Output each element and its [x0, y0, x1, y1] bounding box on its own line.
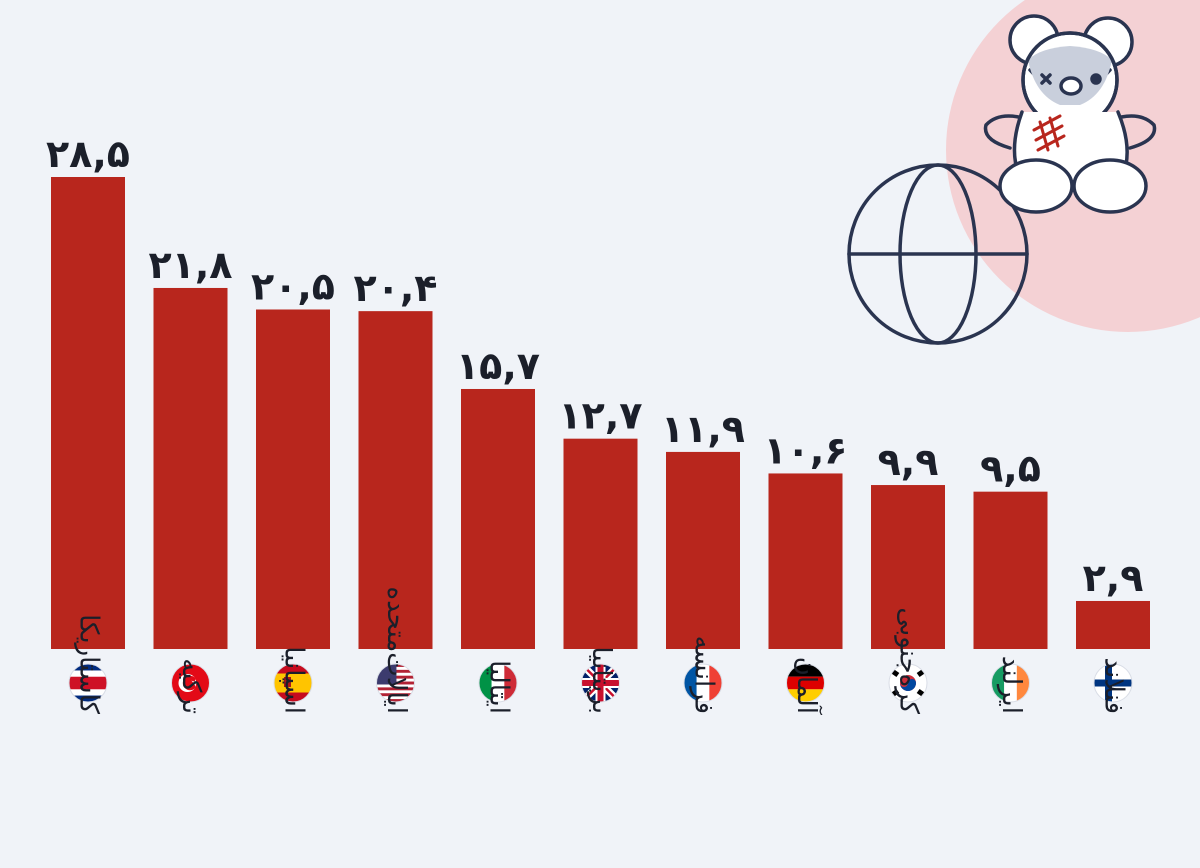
bar-value-label: ۲۰,۴ — [353, 266, 437, 310]
flag-ring — [478, 663, 518, 703]
bar — [666, 451, 740, 649]
flag-ring — [1093, 663, 1133, 703]
country-label: ایرلند — [996, 656, 1026, 714]
bar — [153, 287, 228, 649]
bar — [871, 485, 945, 649]
country-label: بریتانیا — [586, 646, 616, 714]
bar — [563, 438, 638, 649]
flag-ring — [273, 663, 313, 703]
country-label: کره‌جنوبی — [894, 607, 924, 714]
patch-icon — [1032, 114, 1066, 152]
teddy-bear-icon — [983, 14, 1157, 214]
flag-ring — [171, 663, 210, 703]
flag-ring — [581, 663, 620, 703]
country-labels-group: کاستاریکا ترکیه اسپانیا ایالات‌متحده ایتالیا… — [74, 586, 1129, 715]
value-labels-group: ۲۸,۵ ۲۱,۸ ۲۰,۵ ۲۰,۴ ۱۵,۷ ۱۲,۷ ۱۱,۹ ۱۰,۶ ۹,۹ ۹,۵ ۲,… — [46, 132, 1143, 600]
bar-value-label: ۲۰,۵ — [251, 264, 335, 308]
finland-flag-icon — [1094, 664, 1132, 702]
flag-ring — [68, 663, 108, 703]
flag-ring — [991, 663, 1030, 703]
flag-ring — [786, 663, 825, 703]
bar-value-label: ۹,۹ — [878, 440, 939, 484]
south-korea-flag-icon — [889, 664, 927, 702]
country-label: ایالات‌متحده — [381, 586, 411, 714]
bar-value-label: ۱۵,۷ — [456, 344, 540, 388]
country-label: ایتالیا — [484, 660, 514, 714]
uk-flag-icon — [581, 664, 620, 702]
bars-group — [51, 177, 1150, 649]
bar — [461, 388, 535, 649]
turkey-flag-icon — [171, 664, 210, 702]
country-label: فنلاند — [1099, 657, 1129, 714]
country-label: فرانسه — [689, 636, 719, 714]
decoration — [847, 0, 1200, 345]
germany-flag-icon — [786, 664, 825, 702]
ireland-flag-icon — [991, 664, 1030, 702]
bar — [973, 491, 1048, 649]
flags-group — [68, 663, 1133, 703]
costa-rica-flag-icon — [69, 664, 107, 702]
bar-value-label: ۱۰,۶ — [763, 428, 847, 472]
country-label: آلمان — [791, 657, 823, 716]
bar-value-label: ۲۸,۵ — [46, 132, 130, 176]
bar — [1076, 600, 1150, 649]
bar-value-label: ۲,۹ — [1083, 556, 1144, 600]
spain-flag-icon — [274, 664, 312, 702]
bar — [256, 309, 330, 649]
country-label: کاستاریکا — [74, 614, 104, 715]
bar — [51, 177, 125, 649]
bar-value-label: ۱۲,۷ — [558, 394, 642, 438]
country-label: اسپانیا — [279, 646, 309, 714]
bar — [768, 473, 843, 649]
bar-value-label: ۱۱,۹ — [661, 407, 745, 451]
globe-icon — [847, 163, 1029, 345]
bar-value-label: ۲۱,۸ — [148, 243, 232, 287]
bar — [358, 311, 433, 649]
flag-ring — [376, 663, 415, 703]
flag-ring — [888, 663, 928, 703]
flag-ring — [683, 663, 723, 703]
usa-flag-icon — [376, 664, 415, 702]
italy-flag-icon — [479, 664, 517, 702]
country-label: ترکیه — [176, 658, 206, 714]
france-flag-icon — [684, 664, 722, 702]
bar-value-label: ۹,۵ — [980, 447, 1041, 491]
